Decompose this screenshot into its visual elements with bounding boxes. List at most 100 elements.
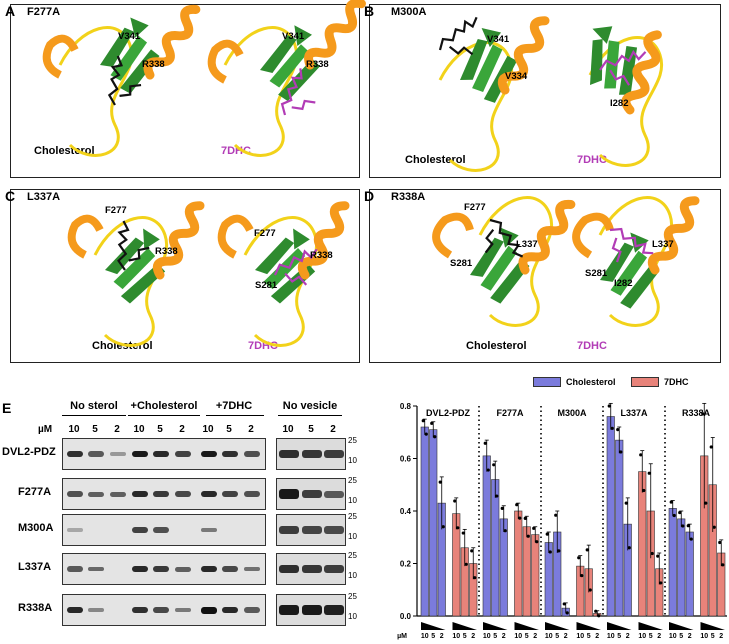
data-point xyxy=(577,556,581,560)
data-point xyxy=(433,435,437,439)
blot-band xyxy=(175,451,191,457)
blot-no-vesicle xyxy=(276,478,346,510)
mw-marker: 25 xyxy=(348,551,357,560)
blot-row-label: R338A xyxy=(18,602,53,614)
blot-row-label: L337A xyxy=(18,561,52,573)
bar-cholesterol xyxy=(606,416,615,617)
data-point xyxy=(424,432,428,436)
group-underline-4 xyxy=(278,415,342,416)
panel-a-cholesterol-structure xyxy=(42,5,202,157)
conc-label-nv: 2 xyxy=(330,424,336,435)
panel-d-right-res-3: I282 xyxy=(614,278,633,289)
data-point xyxy=(594,609,598,613)
blot-band xyxy=(67,606,83,614)
panel-a-7dhc-label: 7DHC xyxy=(221,145,251,157)
panel-b: B xyxy=(364,3,721,178)
conc-wedge xyxy=(483,622,508,630)
group-no-vesicle: No vesicle xyxy=(282,400,338,412)
blot-band xyxy=(132,527,148,533)
data-point xyxy=(545,532,549,536)
data-point xyxy=(554,513,558,517)
panel-a-left-res-1: V341 xyxy=(118,31,141,42)
blot-band xyxy=(302,564,322,574)
data-point xyxy=(453,499,457,503)
data-point xyxy=(672,513,676,518)
panel-d-mutant: R338A xyxy=(391,191,426,203)
panel-c-right-res-2: R338 xyxy=(310,250,333,261)
x-conc-label: 5 xyxy=(587,633,591,640)
panel-a-right-res-2: R338 xyxy=(306,59,329,70)
group-label: M300A xyxy=(557,408,587,418)
panel-b-left-res-1: V341 xyxy=(487,34,510,45)
blot-band xyxy=(244,491,260,497)
data-point xyxy=(588,588,592,592)
blot-band xyxy=(88,451,104,457)
panel-b-7dhc-label: 7DHC xyxy=(577,154,607,166)
data-point xyxy=(495,494,499,498)
panel-a-mutant: F277A xyxy=(27,6,61,18)
blot-band xyxy=(244,451,260,457)
blot-band xyxy=(279,525,299,535)
x-conc-label: 2 xyxy=(564,633,568,640)
unit-label: µM xyxy=(38,424,53,435)
conc-label-nv: 5 xyxy=(308,424,314,435)
group-7dhc: +7DHC xyxy=(215,400,253,412)
blot-band xyxy=(175,566,191,572)
blot-band xyxy=(153,527,169,533)
blot-band xyxy=(324,564,344,574)
conc-wedge xyxy=(700,622,725,630)
mw-marker: 25 xyxy=(348,592,357,601)
blot-main xyxy=(62,438,266,470)
x-conc-label: 5 xyxy=(493,633,497,640)
x-unit-label: µM xyxy=(397,633,407,640)
blot-band xyxy=(153,450,169,458)
panel-c-cholesterol-structure xyxy=(67,202,206,347)
group-cholesterol: +Cholesterol xyxy=(130,400,198,412)
blot-band xyxy=(175,491,191,497)
data-point xyxy=(535,540,539,544)
x-conc-label: 10 xyxy=(452,633,460,640)
blot-band xyxy=(132,450,148,458)
blot-band xyxy=(302,489,322,499)
conc-wedge xyxy=(545,622,570,630)
x-conc-label: 2 xyxy=(719,633,723,640)
conc-label: 2 xyxy=(248,424,254,435)
blot-band xyxy=(222,450,238,458)
data-point xyxy=(441,525,445,529)
blot-band xyxy=(88,608,104,612)
mw-marker: 10 xyxy=(348,612,357,621)
x-conc-label: 10 xyxy=(700,633,708,640)
data-point xyxy=(565,611,569,615)
x-conc-label: 10 xyxy=(514,633,522,640)
data-point xyxy=(486,468,490,472)
x-conc-label: 5 xyxy=(463,633,467,640)
group-label: DVL2-PDZ xyxy=(426,408,471,418)
panel-a-cholesterol-label: Cholesterol xyxy=(34,145,95,157)
data-point xyxy=(656,554,660,558)
data-point xyxy=(438,480,442,484)
panel-c-right-res-1: F277 xyxy=(254,228,276,239)
legend-7dhc-swatch xyxy=(631,377,659,387)
blot-band xyxy=(132,606,148,614)
panel-d-right-res-2: S281 xyxy=(585,268,608,279)
binding-chart: F0.00.20.40.60.8Relative protein binding… xyxy=(397,402,727,640)
blot-band xyxy=(67,566,83,572)
data-point xyxy=(721,563,725,567)
panel-c-7dhc-structure xyxy=(217,202,351,347)
data-point xyxy=(616,428,620,432)
blot-main xyxy=(62,514,266,546)
blot-no-vesicle xyxy=(276,514,346,546)
x-conc-label: 5 xyxy=(711,633,715,640)
blot-band xyxy=(110,491,126,497)
group-label: L337A xyxy=(620,408,648,418)
data-point xyxy=(681,524,685,528)
blot-main xyxy=(62,553,266,585)
data-point xyxy=(562,602,566,606)
data-point xyxy=(619,450,623,454)
blot-band xyxy=(67,528,83,532)
conc-label: 5 xyxy=(92,424,98,435)
blot-band xyxy=(302,526,322,534)
data-point xyxy=(523,516,527,520)
legend-cholesterol-label: Cholesterol xyxy=(566,377,616,387)
bar-cholesterol xyxy=(685,531,694,617)
